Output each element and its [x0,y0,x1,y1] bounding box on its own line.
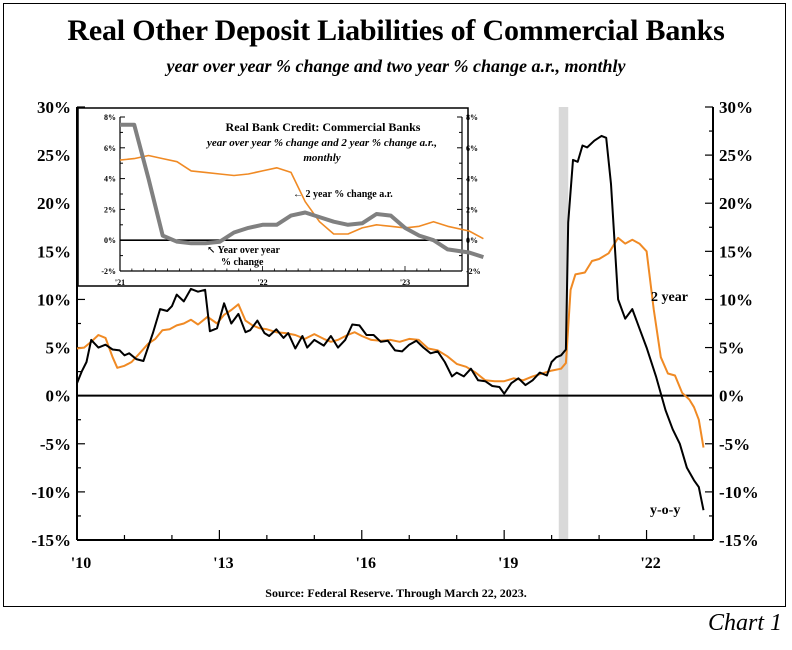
inset-subtitle-line-2: monthly [303,152,340,164]
annotation-yoy: y-o-y [650,503,680,518]
source-note: Source: Federal Reserve. Through March 2… [265,586,527,600]
y-tick-label-right: 10% [719,290,753,309]
inset-y-tick-label-left: -2% [101,267,116,276]
inset-y-tick-label-right: 2% [466,205,478,214]
y-tick-label-right: -10% [719,483,759,502]
y-tick-label-right: 20% [719,194,753,213]
series-line-yoy [76,134,705,511]
inset-annotation-yoy-line2: % change [221,257,264,268]
x-tick-label: '13 [213,555,233,572]
y-tick-label-left: 0% [46,387,72,406]
inset-x-tick-label: '22 [257,278,267,287]
inset-y-tick-label-left: 2% [104,205,116,214]
y-tick-label-left: 30% [37,98,71,117]
inset-x-tick-label: '21 [115,278,125,287]
chart-subtitle: year over year % change and two year % c… [166,56,626,76]
inset-y-tick-label-left: 8% [104,113,116,122]
x-tick-label: '22 [640,555,660,572]
inset-y-tick-label-left: 6% [104,144,116,153]
y-tick-label-right: -15% [719,531,759,550]
x-tick-label: '19 [498,555,518,572]
y-tick-label-left: -5% [40,435,71,454]
inset-y-tick-label-right: 4% [466,175,478,184]
inset-subtitle-line-1: year over year % change and 2 year % cha… [205,137,437,149]
y-tick-label-left: 5% [46,339,72,358]
inset-y-tick-label-right: 6% [466,144,478,153]
y-tick-label-right: 5% [719,339,745,358]
recession-band [558,107,569,540]
inset-title: Real Bank Credit: Commercial Banks [226,120,421,134]
y-tick-label-right: 30% [719,98,753,117]
y-tick-label-right: 25% [719,146,753,165]
y-tick-label-right: 15% [719,242,753,261]
inset-annotation-yoy-line1: ↖ Year over year [207,245,280,256]
inset-y-tick-label-right: -2% [466,267,481,276]
y-tick-label-left: 20% [37,194,71,213]
inset-series-line-yoy [120,122,485,260]
inset-y-tick-label-right: 8% [466,113,478,122]
annotation-2-year: 2 year [651,290,688,305]
inset-frame [77,107,469,287]
y-tick-label-left: -10% [31,483,71,502]
inset-y-tick-label-left: 0% [104,236,116,245]
inset-y-tick-label-right: 0% [466,236,478,245]
inset-x-tick-label: '23 [400,278,410,287]
x-tick-label: '10 [71,555,91,572]
inset-series-line-2year [119,154,484,240]
inset-annotation-2year: ← 2 year % change a.r. [293,189,393,200]
y-tick-label-left: 15% [37,242,71,261]
chart-title: Real Other Deposit Liabilities of Commer… [67,14,725,47]
inset-y-tick-label-left: 4% [104,175,116,184]
chart-number-label: Chart 1 [707,610,782,636]
y-tick-label-left: -15% [31,531,71,550]
x-tick-label: '16 [356,555,376,572]
y-tick-label-right: 0% [719,387,745,406]
y-tick-label-left: 25% [37,146,71,165]
chart-frame [3,3,786,607]
y-tick-label-left: 10% [37,290,71,309]
y-tick-label-right: -5% [719,435,750,454]
